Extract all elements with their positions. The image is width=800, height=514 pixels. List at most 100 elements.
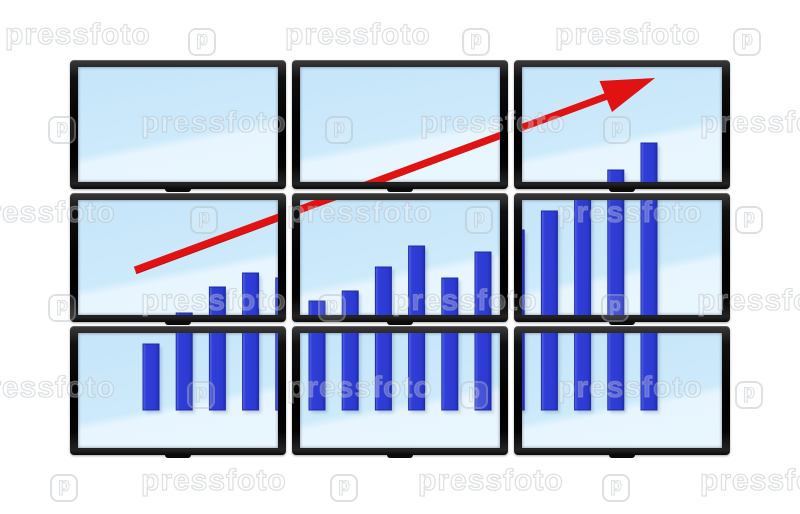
tv-panel-r2c2: [292, 193, 508, 325]
chart-bar: [242, 333, 260, 411]
trend-arrow-line: [522, 91, 612, 132]
chart-canvas: [522, 200, 722, 315]
chart-bar: [441, 333, 459, 411]
tv-screen: [300, 67, 500, 182]
chart-bar: [275, 277, 278, 315]
tv-panel-r1c2: [292, 60, 508, 192]
camera-p-logo-icon: p: [50, 474, 78, 502]
watermark-text: pressfoto: [554, 17, 701, 51]
bar-chart-svg: [522, 333, 660, 413]
chart-bar: [175, 312, 193, 315]
chart-bar: [540, 333, 558, 411]
chart-bar: [640, 142, 658, 182]
chart-bar: [640, 200, 658, 315]
tv-screen: [300, 333, 500, 448]
camera-p-logo-icon: p: [735, 206, 763, 234]
chart-bar: [540, 210, 558, 315]
bar-chart-svg: [308, 333, 494, 413]
tv-panel-r1c1: [70, 60, 286, 192]
tv-screen: [522, 333, 722, 448]
chart-bar: [607, 333, 625, 411]
trend-arrow-head: [599, 78, 655, 112]
tv-screen: [78, 200, 278, 315]
chart-bar: [308, 300, 326, 315]
watermark-text: pressfoto: [4, 17, 151, 51]
chart-bar: [341, 333, 359, 411]
chart-canvas: [522, 67, 722, 182]
trend-arrow-underside: [300, 200, 337, 214]
chart-canvas: [300, 67, 500, 182]
watermark-text: pressfoto: [699, 463, 800, 497]
camera-p-logo-icon: p: [188, 28, 216, 56]
chart-bar: [242, 272, 260, 315]
chart-bar: [607, 169, 625, 182]
chart-bar: [574, 200, 592, 315]
tv-screen: [78, 67, 278, 182]
chart-bar: [208, 333, 226, 411]
chart-bar: [474, 251, 492, 315]
chart-canvas: [300, 333, 500, 448]
chart-bar: [441, 277, 459, 315]
chart-bar: [522, 333, 525, 411]
camera-p-logo-icon: p: [735, 381, 763, 409]
tv-panel-r2c1: [70, 193, 286, 325]
logo-letter: p: [470, 29, 483, 51]
logo-letter: p: [56, 295, 69, 317]
chart-canvas: [78, 200, 278, 315]
chart-bar: [408, 245, 426, 315]
logo-letter: p: [610, 475, 623, 497]
tv-panel-r3c1: [70, 326, 286, 458]
camera-p-logo-icon: p: [733, 28, 761, 56]
chart-bar: [640, 333, 658, 411]
chart-bar: [341, 290, 359, 315]
tv-screen: [522, 200, 722, 315]
bar-chart-svg: [522, 200, 660, 315]
chart-canvas: [78, 333, 278, 448]
camera-p-logo-icon: p: [462, 28, 490, 56]
logo-letter: p: [338, 475, 351, 497]
logo-letter: p: [58, 475, 71, 497]
tv-panel-r1c3: [514, 60, 730, 192]
trend-arrow-underside: [522, 200, 608, 273]
logo-letter: p: [743, 382, 756, 404]
logo-letter: p: [743, 207, 756, 229]
camera-p-logo-icon: p: [330, 474, 358, 502]
logo-letter: p: [741, 29, 754, 51]
bar-chart-svg: [142, 333, 278, 413]
chart-bar: [175, 333, 193, 411]
chart-bar: [408, 333, 426, 411]
watermark-text: pressfoto: [284, 17, 431, 51]
chart-canvas: [78, 67, 278, 182]
trend-arrow-line: [135, 95, 278, 182]
tv-panel-r3c3: [514, 326, 730, 458]
bar-chart-svg: [78, 67, 278, 182]
watermark-text: pressfoto: [140, 463, 287, 497]
chart-bar: [374, 333, 392, 411]
chart-bar: [308, 333, 326, 411]
tv-screen: [522, 67, 722, 182]
tv-screen: [78, 333, 278, 448]
bar-chart-svg: [522, 78, 660, 182]
bar-chart-svg: [133, 213, 278, 315]
trend-arrow-underside: [136, 98, 278, 182]
watermark-text: pressfoto: [417, 463, 564, 497]
bar-chart-svg: [300, 200, 494, 315]
logo-letter: p: [56, 117, 69, 139]
chart-bar: [474, 333, 492, 411]
chart-bar: [374, 266, 392, 315]
camera-p-logo-icon: p: [602, 474, 630, 502]
chart-bar: [208, 286, 226, 315]
trend-arrow-line: [133, 213, 278, 274]
bar-chart-svg: [363, 131, 500, 182]
chart-bar: [522, 229, 525, 315]
tv-panel-r3c2: [292, 326, 508, 458]
trend-arrow-line: [300, 200, 336, 213]
tv-screen: [300, 200, 500, 315]
chart-bar: [607, 200, 625, 315]
trend-arrow-line: [363, 131, 500, 182]
chart-bar: [574, 333, 592, 411]
chart-bar: [142, 343, 160, 411]
tv-panel-r2c3: [514, 193, 730, 325]
chart-canvas: [522, 333, 722, 448]
